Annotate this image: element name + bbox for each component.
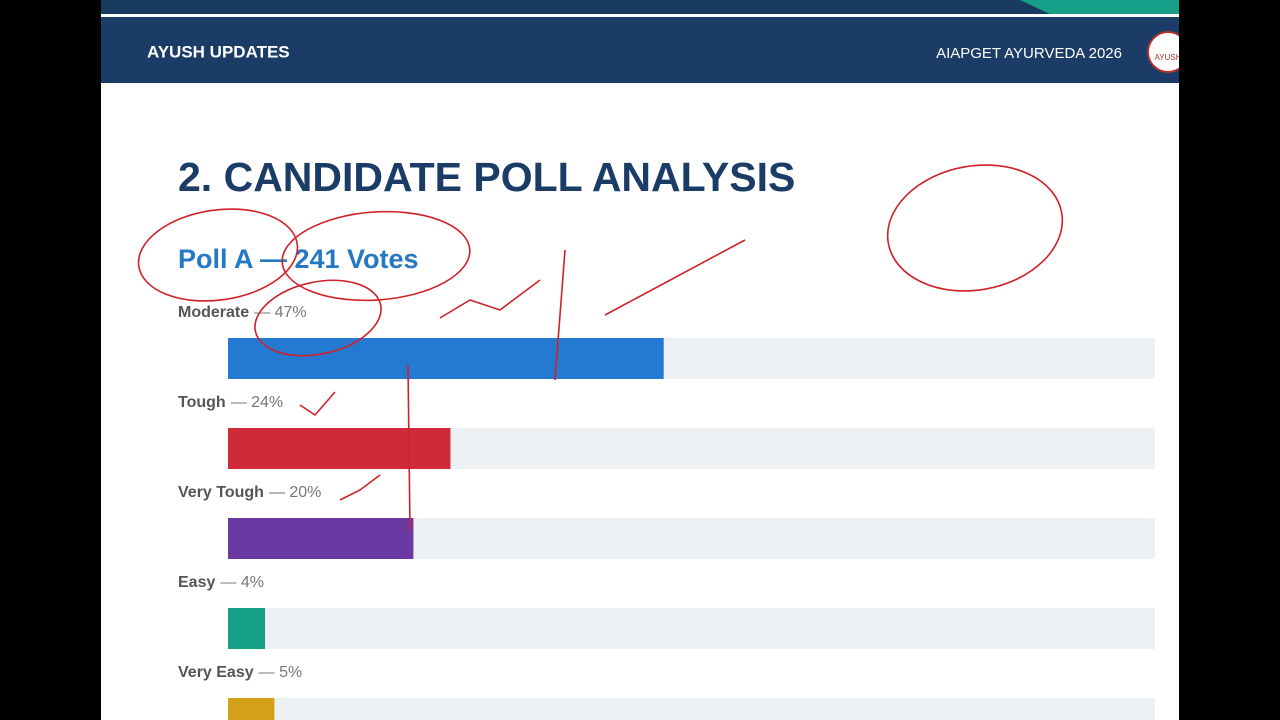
category-label: Very Easy: [178, 664, 254, 681]
pen-annotations: [137, 164, 1064, 531]
right-border: [1179, 0, 1280, 720]
slide-title: 2. CANDIDATE POLL ANALYSIS: [178, 154, 795, 200]
accent: [1020, 0, 1179, 14]
bar: [228, 608, 266, 649]
category-label: Easy: [178, 574, 215, 591]
value-label: — 4%: [220, 574, 264, 591]
value-label: — 24%: [231, 394, 283, 411]
bar-track: [228, 608, 1155, 649]
header-right: AIAPGET AYURVEDA 2026: [936, 45, 1122, 62]
bar: [228, 698, 275, 720]
poll-subtitle: Poll A — 241 Votes: [178, 244, 419, 274]
value-label: — 47%: [254, 304, 306, 321]
bar: [228, 518, 414, 559]
bar: [228, 428, 451, 469]
logo-text: AYUSH: [1155, 53, 1182, 62]
top-strip: [101, 0, 1179, 14]
value-label: — 20%: [269, 484, 321, 501]
category-label: Moderate: [178, 304, 249, 321]
category-label: Tough: [178, 394, 226, 411]
bar: [228, 338, 664, 379]
value-label: — 5%: [259, 664, 303, 681]
header-bar: [101, 17, 1179, 83]
bar-track: [228, 698, 1155, 720]
category-label: Very Tough: [178, 484, 264, 501]
header-left: AYUSH UPDATES: [147, 42, 290, 61]
